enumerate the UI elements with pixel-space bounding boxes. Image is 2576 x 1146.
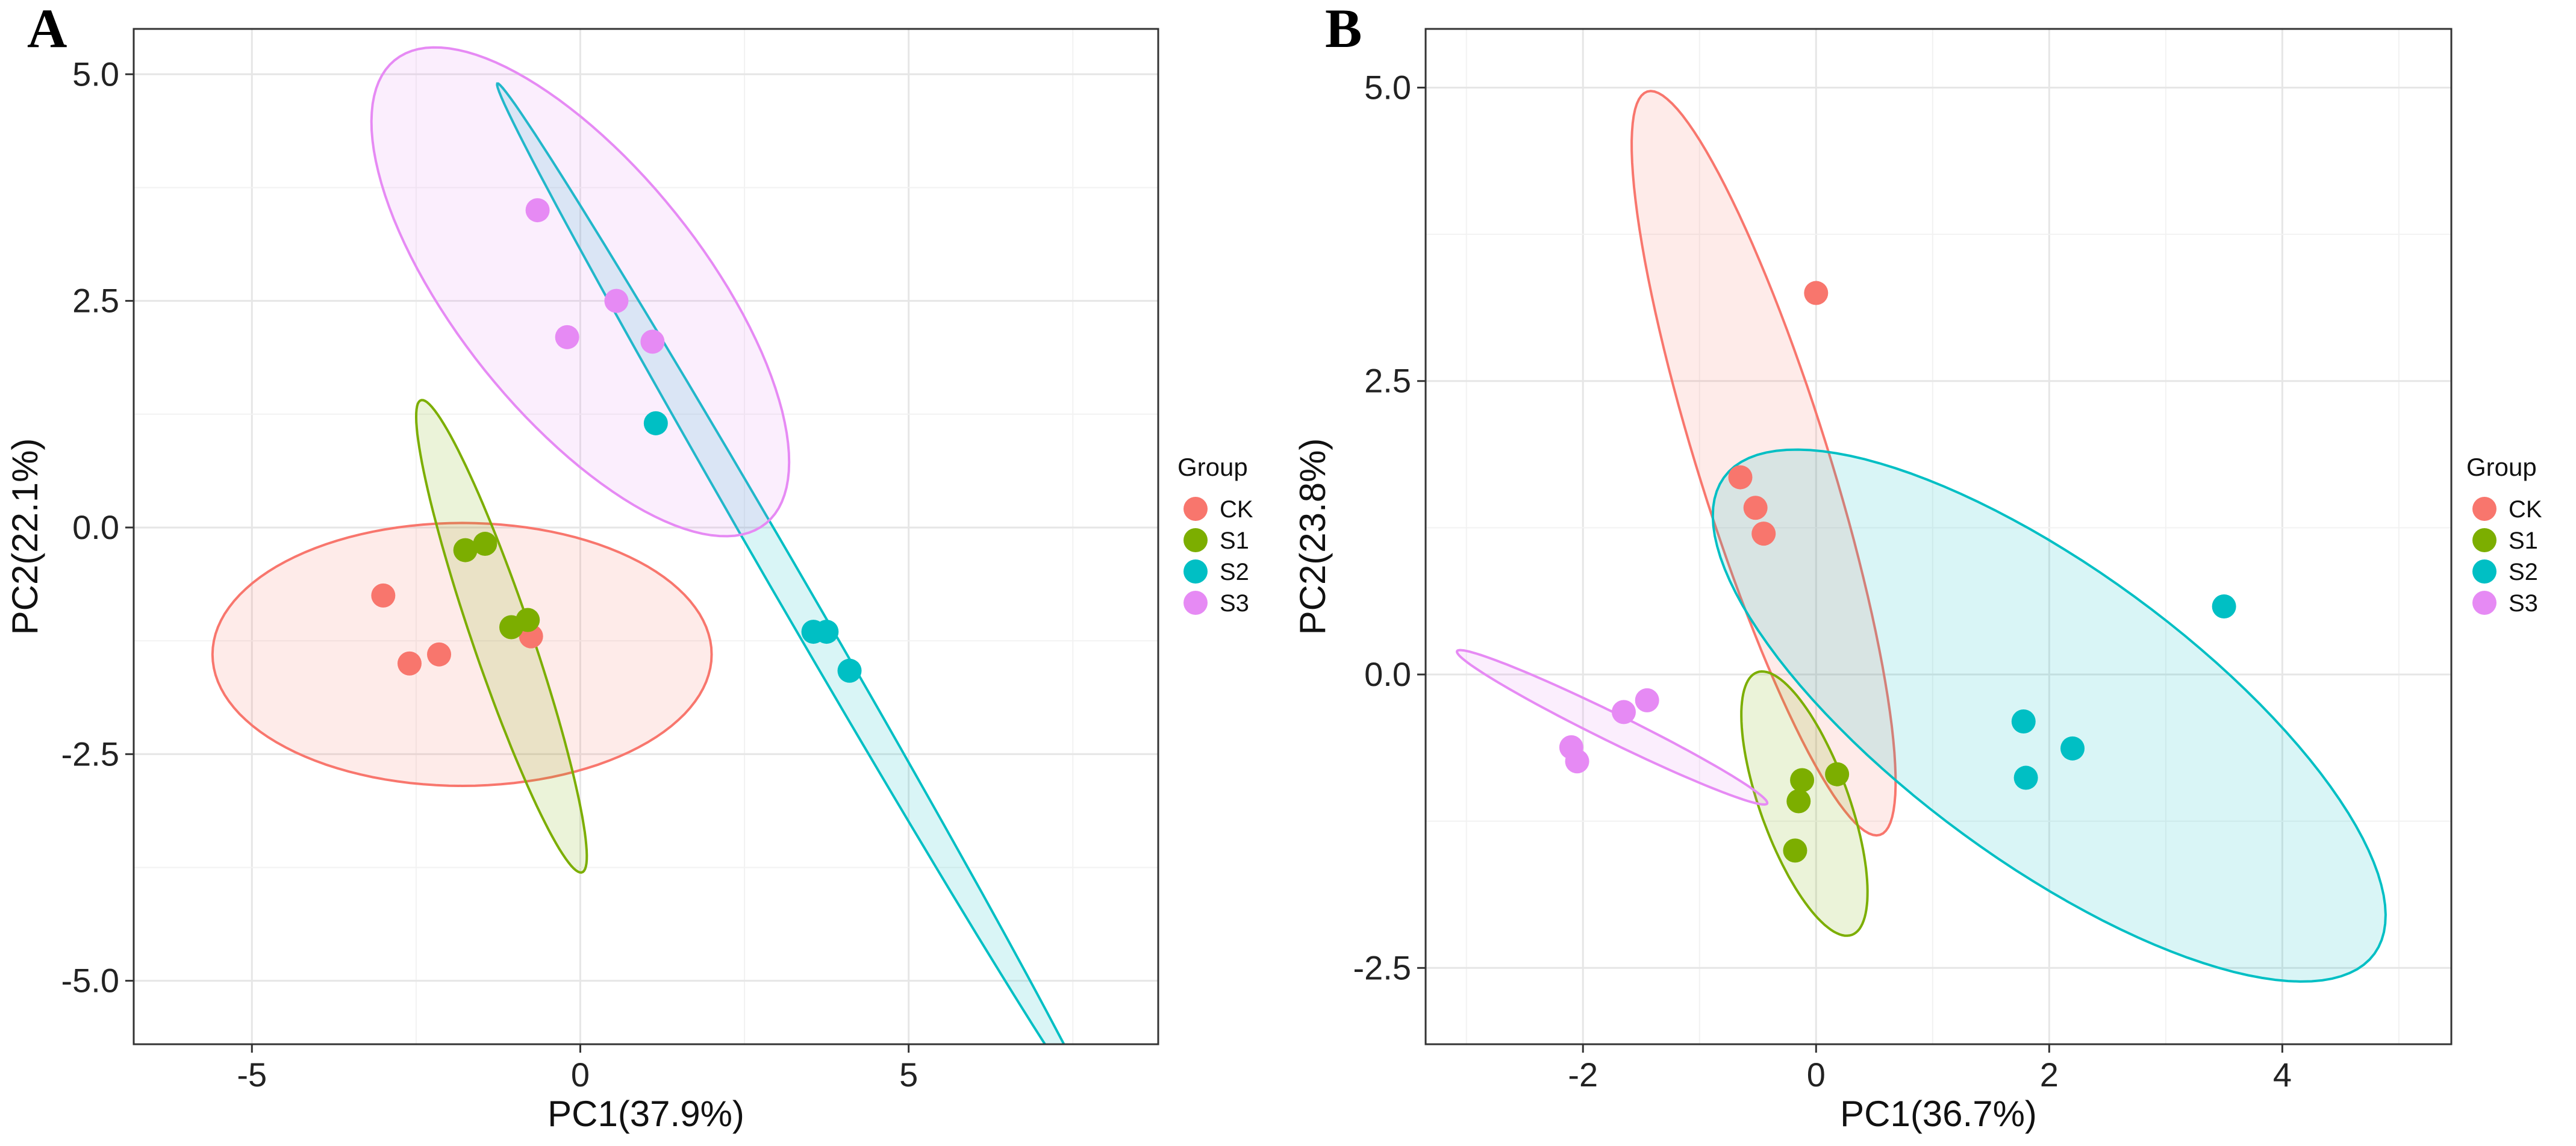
x-tick-label: 4 <box>2273 1056 2292 1094</box>
point-s3-4 <box>1565 749 1589 774</box>
point-s1-1 <box>453 538 478 562</box>
point-s2-3 <box>2060 736 2085 761</box>
ellipse-ck <box>1630 90 1897 837</box>
panel-b: B -2 0 2 4 5.0 2.5 0.0 -2.5 PC1(36.7%) PC2(23.8%) G… <box>1293 0 2542 1134</box>
legend-swatch-s2 <box>2472 559 2496 584</box>
point-s3-2 <box>555 325 579 349</box>
data-points <box>371 198 862 683</box>
point-ck-3 <box>1743 496 1768 520</box>
legend: Group CK S1 S2 S3 <box>2466 453 2542 617</box>
data-points <box>1559 281 2236 863</box>
plot-border <box>1424 28 2453 1045</box>
ellipse-s2 <box>1711 448 2387 983</box>
panel-label: A <box>27 0 67 59</box>
y-tick-label: 5.0 <box>72 55 119 93</box>
legend-swatch-s1 <box>1184 528 1208 552</box>
y-tick-label: 2.5 <box>72 282 119 320</box>
ellipse-s3 <box>1455 649 1769 806</box>
legend-title: Group <box>1177 453 1248 481</box>
ellipse-s3 <box>370 46 791 538</box>
point-ck-4 <box>1751 522 1776 546</box>
y-axis-title: PC2(22.1%) <box>5 438 45 635</box>
x-tick-label: 0 <box>571 1056 590 1094</box>
ellipse-ck <box>211 522 713 788</box>
point-s3-4 <box>640 329 665 354</box>
legend: Group CK S1 S2 S3 <box>1177 453 1253 617</box>
y-axis-title: PC2(23.8%) <box>1293 438 1333 635</box>
point-ck-2 <box>397 651 422 676</box>
legend-label-s3: S3 <box>1220 590 1249 617</box>
legend-label-ck: CK <box>1220 496 1253 523</box>
point-s3-3 <box>604 288 629 313</box>
y-tick-label: 0.0 <box>72 508 119 546</box>
legend-label-s3: S3 <box>2509 590 2538 617</box>
x-tick-label: 5 <box>899 1056 918 1094</box>
point-s3-1 <box>525 198 550 223</box>
point-ck-3 <box>427 642 452 667</box>
x-axis-title: PC1(36.7%) <box>1840 1094 2037 1134</box>
point-ck-2 <box>1728 465 1753 490</box>
x-tick-label: 0 <box>1807 1056 1826 1094</box>
legend-title: Group <box>2466 453 2537 481</box>
point-s3-1 <box>1635 688 1659 712</box>
point-s3-2 <box>1611 700 1636 724</box>
point-s2-4 <box>837 658 862 683</box>
grid-lines <box>1426 29 2451 1044</box>
legend-label-s1: S1 <box>1220 528 1249 554</box>
legend-label-s1: S1 <box>2509 528 2538 554</box>
y-tick-label: -2.5 <box>1353 948 1412 986</box>
plot-border <box>133 28 1159 1045</box>
grid-lines <box>134 29 1158 1044</box>
x-tick-label: -2 <box>1568 1056 1598 1094</box>
point-s1-2 <box>473 532 497 556</box>
legend-label-ck: CK <box>2509 496 2542 523</box>
point-s2-2 <box>2011 709 2036 733</box>
x-tick-label: 2 <box>2040 1056 2059 1094</box>
point-ck-1 <box>371 583 396 608</box>
legend-swatch-ck <box>2472 497 2496 521</box>
point-s2-1 <box>643 411 668 435</box>
y-tick-label: 5.0 <box>1364 68 1411 106</box>
legend-label-s2: S2 <box>2509 559 2538 585</box>
legend-swatch-s3 <box>2472 591 2496 615</box>
point-s1-3 <box>1786 789 1811 814</box>
point-s2-3 <box>814 620 839 644</box>
panel-label: B <box>1325 0 1362 59</box>
legend-swatch-ck <box>1184 497 1208 521</box>
ellipse-s1 <box>414 399 588 874</box>
legend-swatch-s3 <box>1184 591 1208 615</box>
point-s2-1 <box>2212 594 2236 618</box>
y-tick-label: -2.5 <box>61 735 120 773</box>
point-s1-2 <box>1790 768 1815 793</box>
x-axis-title: PC1(37.9%) <box>547 1094 744 1134</box>
point-s1-4 <box>516 608 540 632</box>
panel-a: A -5 0 5 5.0 2.5 0.0 -2.5 -5.0 PC1(37.9%) PC2(22.1… <box>5 0 1253 1134</box>
y-tick-label: 2.5 <box>1364 362 1411 400</box>
confidence-ellipses <box>211 46 1065 1044</box>
legend-swatch-s2 <box>1184 559 1208 584</box>
y-tick-label: -5.0 <box>61 962 120 1000</box>
x-tick-label: -5 <box>237 1056 267 1094</box>
legend-swatch-s1 <box>2472 528 2496 552</box>
point-s2-4 <box>2013 765 2038 790</box>
point-s1-1 <box>1825 762 1850 786</box>
ellipse-s2 <box>496 82 1065 1044</box>
point-s1-4 <box>1783 838 1807 863</box>
legend-label-s2: S2 <box>1220 559 1249 585</box>
point-ck-1 <box>1804 281 1829 305</box>
y-tick-label: 0.0 <box>1364 655 1411 693</box>
